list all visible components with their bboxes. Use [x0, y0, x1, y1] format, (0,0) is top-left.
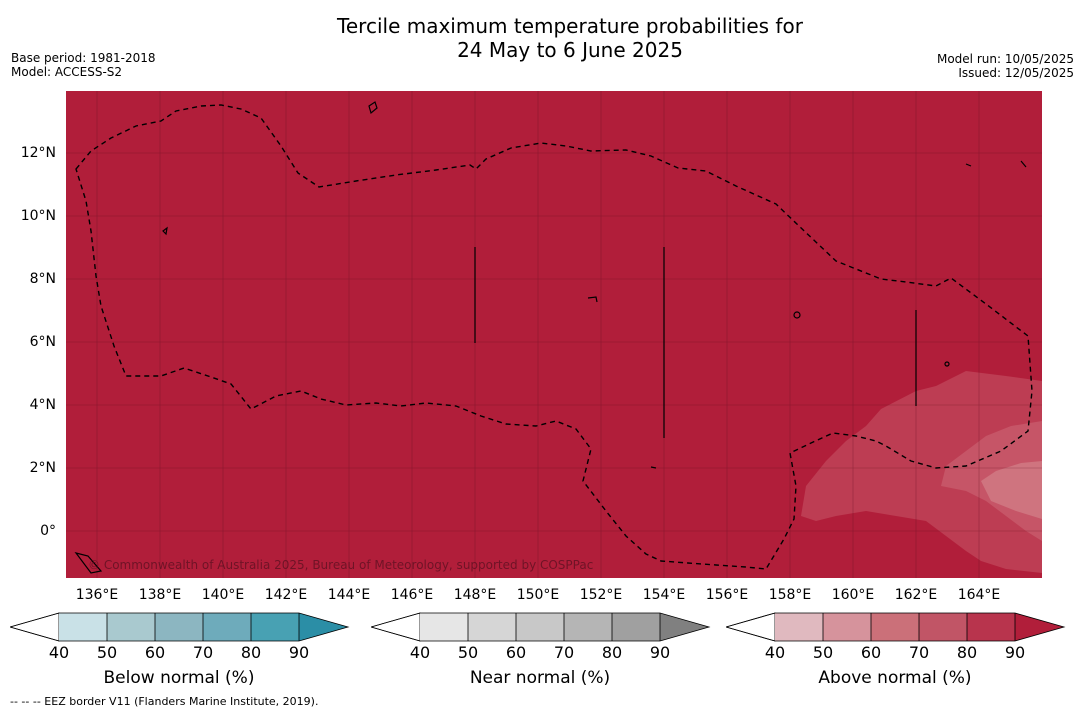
above-tick-90: 90	[1004, 643, 1026, 662]
lon-label-144e: 144°E	[327, 587, 371, 603]
lat-label-6n: 6°N	[29, 334, 56, 350]
lon-label-142e: 142°E	[264, 587, 308, 603]
above-normal-colorbar	[726, 612, 1066, 642]
lon-label-150e: 150°E	[516, 587, 560, 603]
near-normal-swatch	[420, 613, 468, 641]
near-tick-50: 50	[457, 643, 479, 662]
title-line-1: Tercile maximum temperature probabilitie…	[337, 14, 803, 38]
above-tick-80: 80	[956, 643, 978, 662]
lon-label-160e: 160°E	[831, 587, 875, 603]
below-tick-90: 90	[288, 643, 310, 662]
above-60-zone	[981, 461, 1042, 519]
near-normal-swatch	[612, 613, 660, 641]
grid-lines	[66, 91, 1042, 578]
meta-left: Base period: 1981-2018 Model: ACCESS-S2	[11, 51, 156, 79]
above-tick-50: 50	[812, 643, 834, 662]
lat-label-12n: 12°N	[20, 145, 56, 161]
near-tick-40: 40	[409, 643, 431, 662]
below-normal-low-extend	[10, 612, 60, 642]
map-canvas	[66, 91, 1042, 578]
near-tick-90: 90	[649, 643, 671, 662]
below-normal-swatch	[203, 613, 251, 641]
below-tick-50: 50	[96, 643, 118, 662]
lon-label-164e: 164°E	[957, 587, 1001, 603]
below-normal-swatch	[251, 613, 299, 641]
above-tick-70: 70	[908, 643, 930, 662]
above-tick-60: 60	[860, 643, 882, 662]
lon-label-162e: 162°E	[894, 587, 938, 603]
near-normal-colorbar	[371, 612, 711, 642]
model-run: Model run: 10/05/2025	[936, 52, 1074, 66]
below-tick-70: 70	[192, 643, 214, 662]
eez-border	[75, 104, 1033, 570]
above-normal-swatch	[775, 613, 823, 641]
lon-label-154e: 154°E	[642, 587, 686, 603]
below-normal-title: Below normal (%)	[103, 668, 255, 688]
lon-label-136e: 136°E	[75, 587, 119, 603]
base-period: Base period: 1981-2018	[11, 51, 156, 65]
title-line-2: 24 May to 6 June 2025	[457, 38, 683, 62]
issued-date: Issued: 12/05/2025	[958, 66, 1074, 80]
lat-label-0: 0°	[40, 523, 56, 539]
near-tick-70: 70	[553, 643, 575, 662]
meta-right: Model run: 10/05/2025 Issued: 12/05/2025	[937, 52, 1074, 80]
lat-label-8n: 8°N	[29, 271, 56, 287]
above-normal-low-extend	[726, 612, 776, 642]
near-normal-swatch	[564, 613, 612, 641]
near-tick-60: 60	[505, 643, 527, 662]
lat-label-10n: 10°N	[20, 208, 56, 224]
lon-label-152e: 152°E	[579, 587, 623, 603]
island-features	[74, 101, 1027, 574]
lat-label-4n: 4°N	[29, 397, 56, 413]
below-normal-swatch	[155, 613, 203, 641]
map-title: Tercile maximum temperature probabilitie…	[0, 14, 1085, 62]
near-normal-swatch	[468, 613, 516, 641]
above-tick-40: 40	[764, 643, 786, 662]
lon-label-158e: 158°E	[768, 587, 812, 603]
lat-label-2n: 2°N	[29, 460, 56, 476]
below-normal-colorbar	[10, 612, 350, 642]
below-tick-80: 80	[240, 643, 262, 662]
below-normal-swatch	[59, 613, 107, 641]
above-normal-swatch	[919, 613, 967, 641]
above-normal-high-extend	[1015, 613, 1064, 641]
above-normal-swatch	[871, 613, 919, 641]
lon-label-148e: 148°E	[453, 587, 497, 603]
below-normal-swatch	[107, 613, 155, 641]
lon-label-140e: 140°E	[201, 587, 245, 603]
above-normal-swatch	[823, 613, 871, 641]
near-normal-title: Near normal (%)	[469, 668, 611, 688]
map-area	[66, 91, 1042, 578]
copyright-notice: © Commonwealth of Australia 2025, Bureau…	[88, 558, 594, 572]
below-normal-high-extend	[299, 613, 348, 641]
near-normal-low-extend	[371, 612, 421, 642]
below-tick-40: 40	[48, 643, 70, 662]
below-tick-60: 60	[144, 643, 166, 662]
above-normal-title: Above normal (%)	[818, 668, 972, 688]
lon-label-138e: 138°E	[138, 587, 182, 603]
near-normal-high-extend	[660, 613, 709, 641]
above-80-zone	[801, 371, 1042, 573]
model-name: Model: ACCESS-S2	[11, 65, 123, 79]
lon-label-146e: 146°E	[390, 587, 434, 603]
eez-footnote: -- -- -- EEZ border V11 (Flanders Marine…	[10, 695, 319, 708]
near-tick-80: 80	[601, 643, 623, 662]
near-normal-swatch	[516, 613, 564, 641]
above-normal-swatch	[967, 613, 1015, 641]
lon-label-156e: 156°E	[705, 587, 749, 603]
